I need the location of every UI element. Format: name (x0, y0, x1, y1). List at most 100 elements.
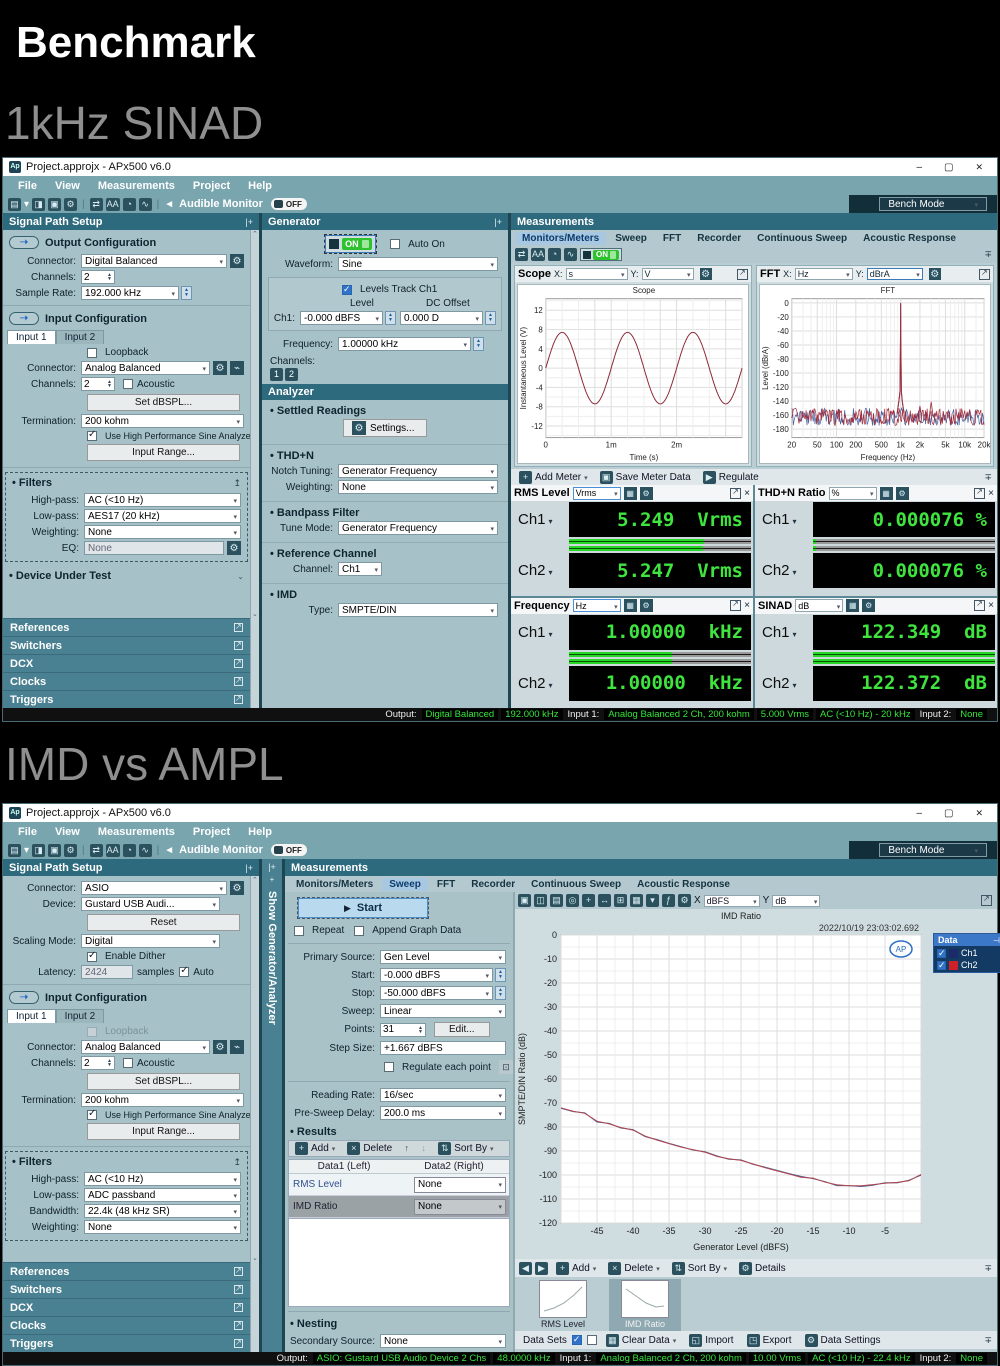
bandwidth-select[interactable]: 22.4k (48 kHz SR) (84, 1204, 241, 1218)
graph-settings-icon[interactable]: ⚙ (678, 894, 691, 907)
clock-icon[interactable]: ◔ (548, 248, 562, 261)
regulate-each-point-checkbox[interactable] (384, 1062, 394, 1072)
copy-graph-icon[interactable]: ◫ (534, 894, 547, 907)
settings-icon[interactable]: ⚙ (64, 843, 78, 857)
sequence-icon[interactable]: AA (531, 248, 546, 261)
clock-icon[interactable]: ◔ (122, 843, 136, 857)
tab-continuous-sweep[interactable]: Continuous Sweep (531, 878, 622, 890)
chevron-down-icon[interactable]: ▾ (24, 844, 30, 856)
high-pass-select[interactable]: AC (<10 Hz) (84, 493, 241, 507)
channel-selector[interactable]: Ch2 (757, 666, 813, 701)
gear-icon[interactable] (928, 268, 941, 280)
channel-selector[interactable]: Ch1 (757, 615, 813, 650)
level-spinner[interactable] (385, 311, 396, 325)
collapse-icon[interactable] (233, 1157, 241, 1168)
series-checkbox[interactable] (937, 960, 946, 971)
signal-path-icon[interactable]: ⇄ (515, 248, 528, 261)
sidebar-item-references[interactable]: References (3, 1262, 250, 1280)
weighting-select[interactable]: None (84, 525, 241, 539)
tab-recorder[interactable]: Recorder (471, 878, 516, 890)
menu-item[interactable]: File (18, 825, 37, 838)
tab-acoustic-response[interactable]: Acoustic Response (863, 232, 956, 244)
start-spinner[interactable] (495, 968, 506, 982)
gear-icon[interactable]: ⚙ (639, 599, 653, 612)
fit-icon[interactable]: ↔ (598, 894, 611, 907)
move-up-icon[interactable]: ↑ (404, 1143, 409, 1153)
graph-x-select[interactable]: dBFS (703, 894, 760, 907)
stepper-arrows-icon[interactable] (107, 273, 112, 281)
separator[interactable]: | (82, 198, 85, 210)
settings-button[interactable]: Settings... (343, 419, 427, 437)
monitors-on-toggle[interactable]: ON (580, 248, 623, 261)
ranging-icon[interactable] (230, 361, 244, 375)
tab-acoustic-response[interactable]: Acoustic Response (637, 878, 730, 890)
meter-display-icon[interactable]: ▦ (623, 486, 637, 500)
sidebar-item-dcx[interactable]: DCX (3, 1298, 250, 1316)
connector-select[interactable]: Digital Balanced (81, 254, 227, 268)
fft-y-select[interactable]: dBrA (866, 268, 923, 280)
menu-item[interactable]: View (54, 179, 80, 192)
menu-item[interactable]: Measurements (97, 825, 175, 838)
first-result-icon[interactable]: ◀ (519, 1261, 532, 1275)
tab-monitors-meters[interactable]: Monitors/Meters (515, 231, 607, 245)
audible-monitor-toggle[interactable]: OFF (270, 844, 307, 856)
tab-sweep[interactable]: Sweep (382, 877, 428, 891)
dc-offset-select[interactable]: 0.000 D (400, 311, 483, 325)
menu-item[interactable]: Help (248, 179, 273, 192)
thumbnail-imd-ratio[interactable]: IMD Ratio (609, 1279, 681, 1331)
scope-x-select[interactable]: s (565, 268, 628, 280)
scrollbar[interactable] (250, 876, 259, 1352)
latency-input[interactable]: 2424 (81, 965, 133, 979)
channel-select[interactable]: Ch1 (338, 562, 382, 576)
tab-recorder[interactable]: Recorder (697, 232, 742, 244)
channel-2-button[interactable]: 2 (285, 368, 298, 381)
channels-stepper[interactable]: 2 (81, 270, 115, 284)
regulate-settings-icon[interactable]: ⊡ (498, 1060, 513, 1074)
stepper-arrows-icon[interactable] (107, 380, 112, 388)
primary-source-select[interactable]: Gen Level (380, 950, 506, 964)
pin-icon[interactable] (494, 217, 502, 227)
popout-icon[interactable] (974, 487, 986, 499)
save-project-icon[interactable]: ▣ (48, 843, 62, 857)
unit-select[interactable]: dB (795, 599, 844, 612)
close-icon[interactable]: × (988, 487, 994, 499)
tab-fft[interactable]: FFT (662, 232, 682, 244)
sidebar-item-switchers[interactable]: Switchers (3, 636, 250, 654)
menu-item[interactable]: Project (192, 825, 231, 838)
save-meter-data-button[interactable]: ▣ Save Meter Data (596, 470, 695, 484)
gear-icon[interactable] (213, 1040, 227, 1054)
channel-selector[interactable]: Ch2 (513, 553, 569, 588)
generator-on-toggle[interactable]: ON (324, 234, 378, 254)
meter-display-icon[interactable]: ▦ (879, 486, 893, 500)
audible-monitor-toggle[interactable]: OFF (270, 198, 307, 210)
pan-icon[interactable]: + (582, 894, 595, 907)
stop-spinner[interactable] (495, 986, 506, 1000)
zoom-icon[interactable]: ◎ (566, 894, 579, 907)
axes-icon[interactable]: ⊞ (614, 894, 627, 907)
open-panel-icon[interactable] (234, 640, 243, 650)
low-pass-select[interactable]: AES17 (20 kHz) (84, 509, 241, 523)
channel-selector[interactable]: Ch1 (513, 502, 569, 537)
gear-icon[interactable] (213, 361, 227, 375)
tab-input2[interactable]: Input 2 (55, 330, 105, 344)
channel-selector[interactable]: Ch2 (757, 553, 813, 588)
separator[interactable]: | (156, 198, 160, 210)
save-project-icon[interactable]: ▣ (48, 197, 62, 211)
frequency-spinner[interactable] (473, 337, 484, 351)
input-range-button[interactable]: Input Range... (87, 1123, 240, 1140)
secondary-source-select[interactable]: None (380, 1334, 506, 1348)
sidebar-item-dcx[interactable]: DCX (3, 654, 250, 672)
add-meter-button[interactable]: + Add Meter (515, 470, 592, 484)
dataset-unchecked-icon[interactable] (586, 1335, 597, 1345)
sweep-start-select[interactable]: -0.000 dBFS (380, 968, 493, 982)
minimize-button[interactable] (916, 808, 922, 819)
speaker-icon[interactable]: ◄ (164, 844, 175, 856)
high-performance-checkbox[interactable] (87, 429, 97, 441)
menu-item[interactable]: File (18, 179, 37, 192)
bench-mode-button[interactable]: Bench Mode (879, 843, 987, 857)
series-checkbox[interactable] (937, 948, 946, 959)
monitors-icon[interactable]: ∿ (138, 197, 152, 211)
meter-display-icon[interactable]: ▦ (846, 599, 860, 612)
gear-icon[interactable] (230, 254, 244, 268)
levels-track-checkbox[interactable] (342, 284, 352, 295)
